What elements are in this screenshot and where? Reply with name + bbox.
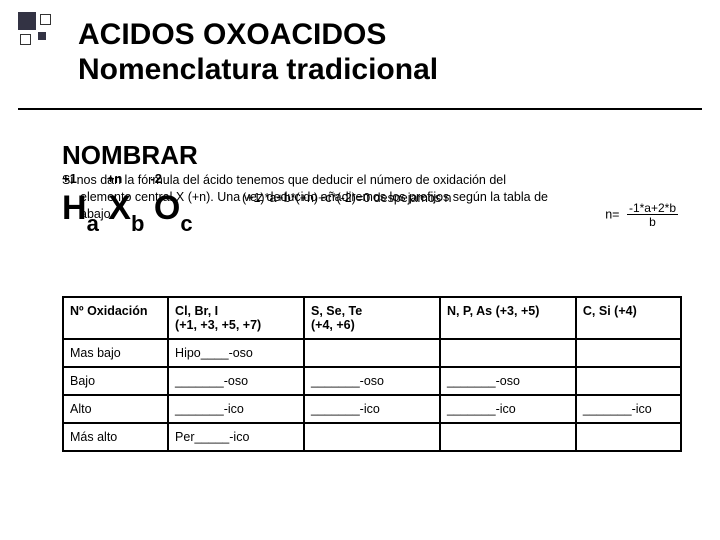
charge-o: -2 xyxy=(139,170,173,188)
td: _______-oso xyxy=(304,367,440,395)
equation-solution: n= -1*a+2*b b xyxy=(605,202,678,228)
fraction-top: -1*a+2*b xyxy=(627,202,678,215)
td: _______-ico xyxy=(440,395,576,423)
td: Mas bajo xyxy=(63,339,168,367)
title-line1: ACIDOS OXOACIDOS xyxy=(78,18,386,51)
n-equals: n= xyxy=(605,207,619,221)
formula-b: b xyxy=(131,211,144,236)
formula-c: c xyxy=(180,211,192,236)
prefix-table: Nº Oxidación Cl, Br, I (+1, +3, +5, +7) … xyxy=(62,296,682,452)
td xyxy=(576,339,681,367)
formula-H: H xyxy=(62,189,87,227)
fraction: -1*a+2*b b xyxy=(627,202,678,228)
title-rule xyxy=(18,108,702,110)
td: _______-oso xyxy=(440,367,576,395)
title-line2: Nomenclatura tradicional xyxy=(78,53,438,86)
td: _______-ico xyxy=(168,395,304,423)
table-header-row: Nº Oxidación Cl, Br, I (+1, +3, +5, +7) … xyxy=(63,297,681,339)
td xyxy=(304,339,440,367)
table-row: Más alto Per_____-ico xyxy=(63,423,681,451)
td xyxy=(576,423,681,451)
formula-X: X xyxy=(108,189,131,227)
th-1: Cl, Br, I (+1, +3, +5, +7) xyxy=(168,297,304,339)
page-title: ACIDOS OXOACIDOS Nomenclatura tradiciona… xyxy=(78,18,438,87)
th-1-text: Cl, Br, I (+1, +3, +5, +7) xyxy=(175,304,261,332)
td: _______-oso xyxy=(168,367,304,395)
td: _______-ico xyxy=(576,395,681,423)
td: Hipo____-oso xyxy=(168,339,304,367)
oxidation-charges: +1 +n -2 xyxy=(62,170,173,188)
formula: Ha Xb Oc xyxy=(62,189,193,227)
td xyxy=(576,367,681,395)
equation-text: (+1)*a+b*(+n)+c*(-2)=0 despejamos n xyxy=(242,190,452,207)
td: Alto xyxy=(63,395,168,423)
table-row: Bajo _______-oso _______-oso _______-oso xyxy=(63,367,681,395)
formula-a: a xyxy=(87,211,99,236)
th-3: N, P, As (+3, +5) xyxy=(440,297,576,339)
decor-squares xyxy=(18,12,68,62)
td: Per_____-ico xyxy=(168,423,304,451)
th-2: S, Se, Te (+4, +6) xyxy=(304,297,440,339)
td: _______-ico xyxy=(304,395,440,423)
td: Más alto xyxy=(63,423,168,451)
td xyxy=(440,339,576,367)
th-0: Nº Oxidación xyxy=(63,297,168,339)
td xyxy=(440,423,576,451)
fraction-bot: b xyxy=(627,215,678,228)
formula-O: O xyxy=(154,189,180,227)
charge-x: +n xyxy=(94,170,136,188)
table-row: Mas bajo Hipo____-oso xyxy=(63,339,681,367)
th-4: C, Si (+4) xyxy=(576,297,681,339)
th-2-text: S, Se, Te (+4, +6) xyxy=(311,304,362,332)
table-row: Alto _______-ico _______-ico _______-ico… xyxy=(63,395,681,423)
charge-h: +1 xyxy=(62,170,90,188)
td: Bajo xyxy=(63,367,168,395)
section-heading: NOMBRAR xyxy=(62,140,198,171)
td xyxy=(304,423,440,451)
